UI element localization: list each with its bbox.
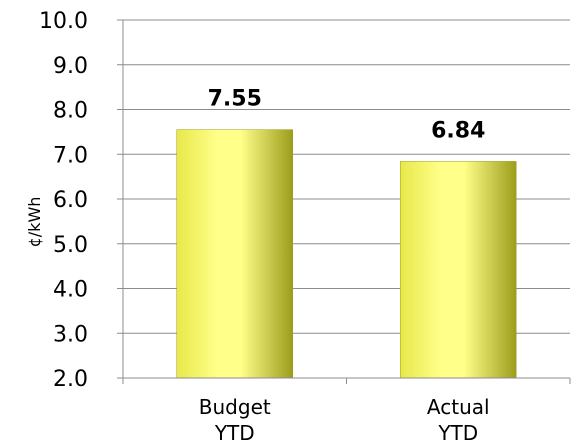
y-tick-label: 9.0 [53, 54, 88, 79]
y-tick-label: 10.0 [39, 9, 88, 34]
y-tick-label: 2.0 [53, 367, 88, 392]
bar [176, 129, 293, 379]
x-category-label: Actual YTD [427, 395, 490, 445]
x-category-label: Budget YTD [199, 395, 271, 445]
y-tick-label: 8.0 [53, 99, 88, 124]
y-axis-title: ¢/kWh [25, 197, 44, 248]
bar [400, 161, 517, 379]
y-tick-label: 7.0 [53, 143, 88, 168]
y-tick-label: 4.0 [53, 278, 88, 303]
y-tick-label: 5.0 [53, 233, 88, 258]
bar-value-label: 6.84 [431, 118, 485, 143]
bar-value-label: 7.55 [208, 87, 262, 112]
y-tick-label: 6.0 [53, 188, 88, 213]
y-tick-label: 3.0 [53, 322, 88, 347]
